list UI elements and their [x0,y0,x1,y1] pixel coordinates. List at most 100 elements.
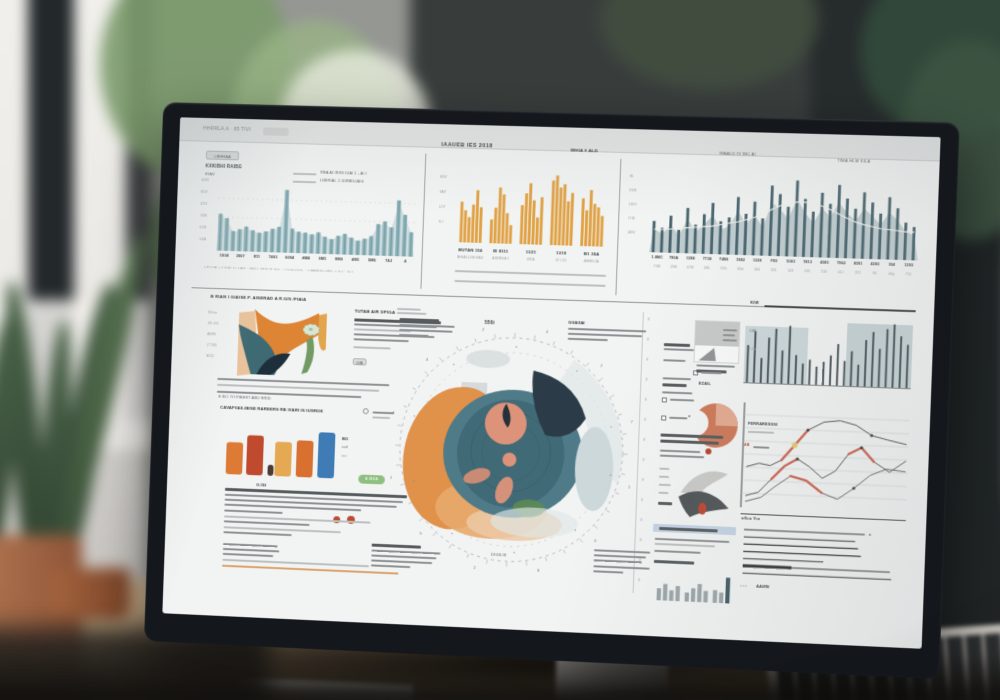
chart-shape [425,371,428,374]
toolbar-chip[interactable] [263,127,289,136]
row-glyph: II [638,578,641,583]
chart-shape [439,358,442,361]
chart-tick-label: 5 [420,531,423,536]
chart-shape [419,518,422,521]
chart-shape [495,334,496,338]
chart-shape [236,324,279,376]
chart-shape [503,453,517,468]
panel-a-label: KXKIBHI RAIBG [205,163,243,170]
text-line-placeholder [223,531,292,537]
panel-c-xtick: 1398 [686,256,695,261]
panel-c-xtick: 7813 [803,259,813,265]
panel-c-ytick: 8L [629,174,635,179]
row-glyph: II [646,337,650,342]
bar-legend-0: BO [342,436,349,442]
text-line-placeholder [659,454,705,459]
text-line-placeholder [662,377,691,381]
chart-shape [449,545,451,549]
chart-shape [250,230,255,252]
chart-shape [342,233,347,255]
panel-c-xtick: 304 [888,262,896,267]
right-top-bar-chart [743,323,914,397]
chart-shape [530,370,588,438]
chart-shape [501,194,507,245]
chart-shape [618,414,622,416]
panel-b-group-label: 13Z1 [525,249,537,255]
panel-a-xtick: 4 [404,259,407,264]
panel-a-xtick: 8M0 [335,257,344,262]
chart-shape [842,360,846,386]
chart-shape [466,217,471,243]
chart-shape [553,175,559,246]
panel-c-xtick: 1982 [736,257,745,263]
chart-tick-label: 8 [537,568,540,573]
chart-shape [489,505,579,540]
panel-a-filter-chip[interactable]: LIBHHAA [205,150,240,161]
report-thumbnail [693,320,741,364]
text-line-placeholder [669,416,688,420]
checkbox[interactable] [661,397,667,403]
chart-shape [335,235,341,255]
green-action-button[interactable]: A IBKA [358,474,386,485]
chart-shape [539,197,544,245]
chart-tick-label: 4 [546,329,549,334]
chart-shape [223,218,230,251]
panel-c-xtick: 1328 [752,258,762,263]
salmon-pie-chart [681,402,739,455]
panel-c-xtick: 8391 [853,261,863,266]
chart-shape [744,537,855,542]
checkbox[interactable] [661,415,667,421]
panel-c-xtick2: 40g [888,271,895,277]
radial-bottom-label: DIGILIS [490,551,507,558]
panel-c-ytick: 4BV [627,230,636,235]
row-glyph: II [639,538,643,543]
chart-shape [790,476,822,493]
dense-teal-bar-chart [649,180,920,261]
chart-tick-label: 3 [594,538,597,543]
panel-a-ytick: 14B [199,213,208,218]
abstract-stream-chart [236,309,328,377]
chart-shape [599,215,604,247]
chart-shape [705,448,712,455]
dashboard-toolbar: HHRRLA.A · 85 TIVI [179,117,941,162]
right-chart-sublabel: IUIb [748,347,757,352]
panel-c-xtick: 7738 [702,256,712,262]
chart-shape [467,554,468,558]
chart-shape [656,588,662,601]
panel-a-xtick: 74J [385,258,393,264]
side-chip[interactable]: GIB [352,358,367,366]
chart-shape [611,395,615,397]
side-text-title: TUTAB AIR DPIGA [354,308,396,315]
chart-shape [586,363,589,366]
chart-shape [516,346,518,349]
chart-shape [263,231,269,253]
text-line-placeholder [372,416,391,420]
chart-shape [535,217,540,245]
row-glyph: II [642,457,646,463]
text-line-placeholder [217,383,380,392]
chart-shape [531,200,536,245]
text-line-placeholder [223,520,310,526]
chart-shape [309,234,315,254]
text-line-placeholder [353,346,391,350]
chart-shape [744,415,909,421]
chart-shape [433,533,436,536]
chart-shape [549,180,555,246]
chart-shape [821,361,825,386]
panel-b-ytick: BIV [440,174,448,180]
chart-shape [475,339,476,343]
panel-a-ytick: 14A [199,237,207,242]
chart-shape [742,564,792,570]
chart-shape [828,355,832,386]
mini-bar-chart [656,577,731,604]
chart-shape [355,240,361,256]
panel-divider [420,153,427,289]
chart-shape [680,469,728,495]
panel-c-xtick2: 143 [787,268,794,273]
dropdown-triangle-icon[interactable]: ▼ [687,414,692,419]
chart-shape [466,349,511,369]
dashboard-screen: HHRRLA.A · 85 TIVI LIBHHAA KXKIBHI RAIBG… [162,117,941,649]
chart-shape [394,200,402,257]
panel-c-ytick: LBO [628,202,638,207]
chart-shape [276,226,282,253]
